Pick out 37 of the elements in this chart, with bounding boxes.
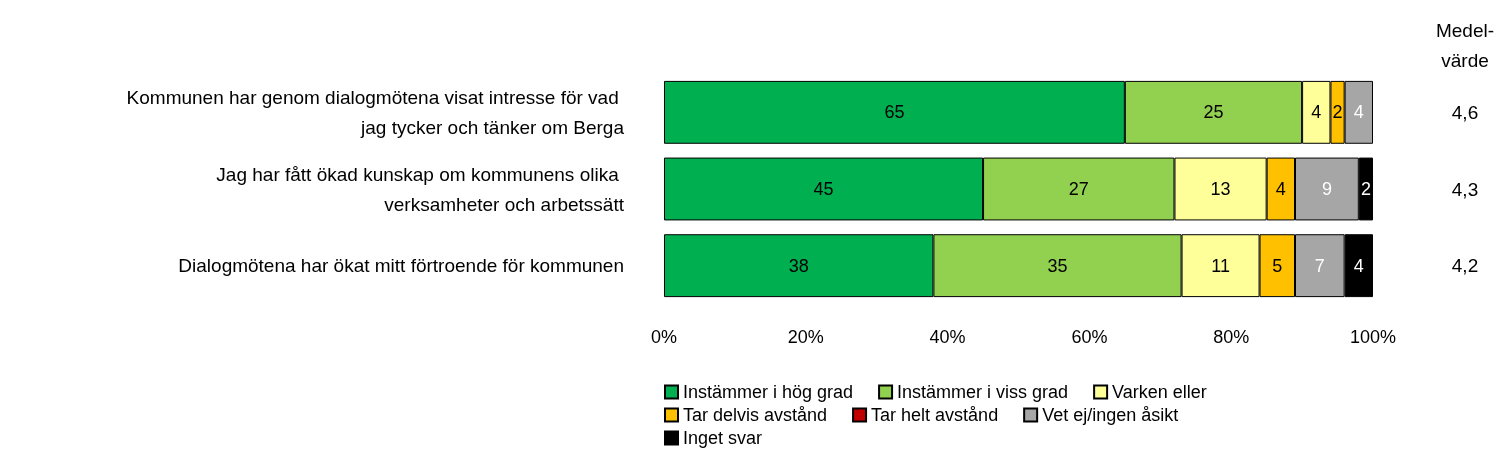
data-label: 4: [1311, 102, 1322, 123]
x-tick-label: 100%: [1349, 327, 1397, 347]
x-tick-label: 40%: [929, 327, 966, 347]
data-label: 45: [813, 179, 834, 199]
y-tick-label: Kommunen har genom dialogmötena visat intresse för vad jag tycker och tänker om Berga: [126, 86, 625, 138]
data-label: 2: [1332, 102, 1343, 123]
data-label: 35: [1047, 255, 1068, 276]
data-label: 4: [1353, 255, 1364, 276]
legend-label: Tar helt avstånd: [871, 405, 999, 425]
data-label: 4: [1275, 179, 1286, 199]
data-label: 11: [1211, 255, 1230, 276]
y-tick-label: Jag har fått ökad kunskap om kommunens olika verksamheter och arbetssätt: [216, 163, 625, 215]
legend-label: Instämmer i hög grad: [683, 382, 854, 402]
text: Medel- värde: [1435, 19, 1495, 71]
text: 4,2: [1451, 255, 1479, 277]
data-label: 5: [1272, 255, 1283, 276]
y-tick-label: Dialogmötena har ökat mitt förtroende för kommunen: [178, 255, 624, 277]
legend-label: Instämmer i viss grad: [897, 382, 1069, 402]
legend-label: Varken eller: [1112, 382, 1207, 402]
data-label: 7: [1314, 255, 1325, 276]
data-label: 9: [1321, 179, 1332, 199]
data-label: 4: [1353, 102, 1364, 123]
data-label: 27: [1068, 179, 1089, 199]
x-tick-label: 60%: [1071, 327, 1108, 347]
x-tick-label: 0%: [650, 327, 678, 347]
legend-label: Vet ej/ingen åsikt: [1042, 405, 1179, 425]
data-label: 65: [884, 102, 905, 123]
data-label: 25: [1203, 102, 1224, 123]
text: 4,3: [1451, 178, 1479, 200]
x-tick-label: 20%: [787, 327, 824, 347]
data-label: 38: [788, 255, 809, 276]
data-label: 2: [1360, 179, 1371, 199]
text: 4,6: [1451, 101, 1479, 123]
x-tick-label: 80%: [1213, 327, 1250, 347]
legend-label: Tar delvis avstånd: [683, 405, 828, 425]
legend-label: Inget svar: [683, 428, 763, 448]
data-label: 13: [1210, 179, 1231, 199]
